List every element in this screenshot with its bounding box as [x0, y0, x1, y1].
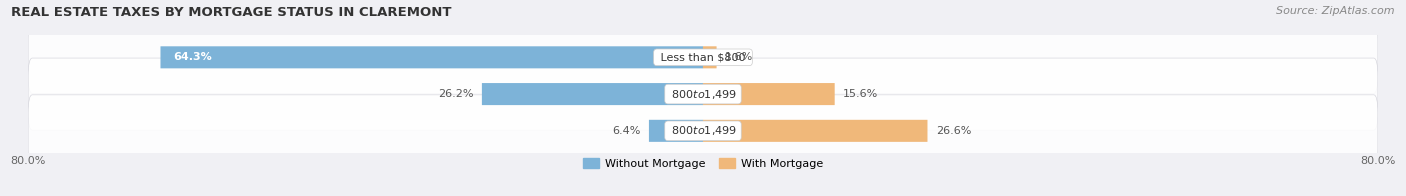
FancyBboxPatch shape [703, 120, 928, 142]
Text: Less than $800: Less than $800 [657, 52, 749, 62]
FancyBboxPatch shape [703, 83, 835, 105]
Text: 15.6%: 15.6% [844, 89, 879, 99]
FancyBboxPatch shape [28, 58, 1378, 130]
Text: REAL ESTATE TAXES BY MORTGAGE STATUS IN CLAREMONT: REAL ESTATE TAXES BY MORTGAGE STATUS IN … [11, 6, 451, 19]
FancyBboxPatch shape [703, 46, 717, 68]
Text: 64.3%: 64.3% [173, 52, 212, 62]
Text: 6.4%: 6.4% [612, 126, 641, 136]
FancyBboxPatch shape [160, 46, 703, 68]
Text: $800 to $1,499: $800 to $1,499 [668, 124, 738, 137]
Legend: Without Mortgage, With Mortgage: Without Mortgage, With Mortgage [578, 154, 828, 173]
Text: 26.2%: 26.2% [439, 89, 474, 99]
Text: Source: ZipAtlas.com: Source: ZipAtlas.com [1277, 6, 1395, 16]
FancyBboxPatch shape [482, 83, 703, 105]
FancyBboxPatch shape [28, 95, 1378, 167]
FancyBboxPatch shape [28, 21, 1378, 93]
Text: $800 to $1,499: $800 to $1,499 [668, 88, 738, 101]
Text: 26.6%: 26.6% [936, 126, 972, 136]
Text: 1.6%: 1.6% [725, 52, 754, 62]
FancyBboxPatch shape [650, 120, 703, 142]
